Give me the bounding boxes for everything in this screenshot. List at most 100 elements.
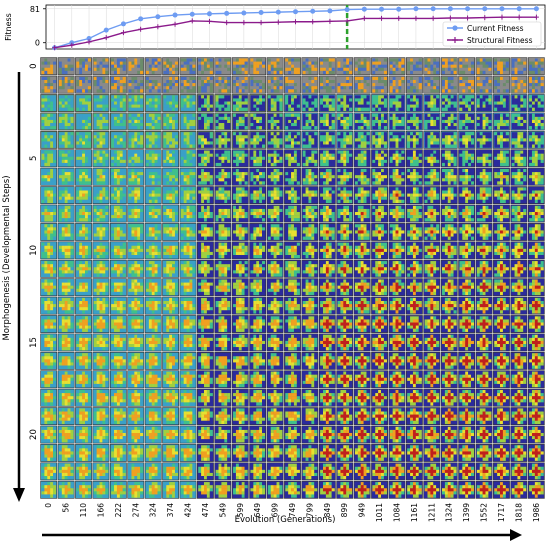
cell-pixel	[271, 105, 274, 108]
cell-pixel	[500, 154, 503, 157]
cell-pixel	[94, 163, 97, 166]
cell-pixel	[294, 120, 297, 123]
cell-pixel	[523, 135, 526, 138]
cell-pixel	[427, 86, 430, 89]
cell-pixel	[285, 163, 288, 166]
cell-pixel	[120, 157, 123, 160]
cell-pixel	[500, 68, 503, 71]
cell-pixel	[427, 108, 430, 111]
cell-pixel	[268, 59, 271, 62]
cell-pixel	[256, 141, 259, 144]
cell-pixel	[233, 62, 236, 65]
cell-pixel	[285, 77, 288, 80]
cell-pixel	[100, 86, 103, 89]
cell-pixel	[366, 135, 369, 138]
cell-pixel	[117, 132, 120, 135]
cell-pixel	[517, 132, 520, 135]
structural-fitness-point	[431, 16, 436, 21]
cell-pixel	[346, 71, 349, 74]
cell-pixel	[512, 145, 515, 148]
cell-pixel	[114, 86, 117, 89]
cell-pixel	[42, 117, 45, 120]
cell-pixel	[355, 59, 358, 62]
cell-pixel	[79, 135, 82, 138]
cell-pixel	[94, 102, 97, 105]
cell-pixel	[468, 83, 471, 86]
cell-pixel	[47, 108, 50, 111]
cell-pixel	[512, 160, 515, 163]
cell-pixel	[85, 145, 88, 148]
cell-pixel	[291, 126, 294, 129]
cell-pixel	[375, 145, 378, 148]
cell-pixel	[529, 154, 532, 157]
cell-pixel	[326, 86, 329, 89]
cell-pixel	[123, 181, 126, 184]
cell-pixel	[219, 102, 222, 105]
cell-pixel	[134, 160, 137, 163]
cell-pixel	[245, 89, 248, 92]
cell-pixel	[50, 123, 53, 126]
cell-pixel	[506, 65, 509, 68]
cell-pixel	[442, 135, 445, 138]
cell-pixel	[520, 117, 523, 120]
cell-pixel	[268, 126, 271, 129]
cell-pixel	[62, 108, 65, 111]
cell-pixel	[532, 160, 535, 163]
cell-pixel	[207, 114, 210, 117]
cell-pixel	[483, 80, 486, 83]
cell-pixel	[201, 83, 204, 86]
cell-pixel	[82, 141, 85, 144]
cell-pixel	[221, 80, 224, 83]
cell-pixel	[175, 71, 178, 74]
cell-pixel	[390, 157, 393, 160]
cell-pixel	[233, 65, 236, 68]
cell-pixel	[480, 157, 483, 160]
cell-pixel	[413, 68, 416, 71]
cell-pixel	[216, 86, 219, 89]
cell-pixel	[500, 98, 503, 101]
cell-pixel	[42, 160, 45, 163]
cell-pixel	[465, 98, 468, 101]
cell-pixel	[308, 98, 311, 101]
structural-fitness-point	[241, 20, 246, 25]
cell-pixel	[416, 132, 419, 135]
cell-pixel	[445, 157, 448, 160]
cell-pixel	[303, 135, 306, 138]
cell-pixel	[146, 105, 149, 108]
cell-pixel	[384, 102, 387, 105]
cell-pixel	[256, 95, 259, 98]
cell-pixel	[407, 117, 410, 120]
cell-pixel	[436, 80, 439, 83]
current-fitness-point	[138, 16, 143, 21]
grid-cell	[197, 113, 213, 130]
cell-pixel	[480, 86, 483, 89]
cell-pixel	[326, 154, 329, 157]
cell-pixel	[398, 71, 401, 74]
cell-pixel	[256, 145, 259, 148]
cell-pixel	[137, 71, 140, 74]
cell-pixel	[419, 86, 422, 89]
cell-pixel	[303, 102, 306, 105]
cell-pixel	[111, 172, 114, 175]
grid-cell	[459, 131, 475, 148]
cell-pixel	[158, 169, 161, 172]
cell-pixel	[541, 117, 544, 120]
cell-pixel	[245, 135, 248, 138]
cell-pixel	[44, 123, 47, 126]
cell-pixel	[494, 163, 497, 166]
cell-pixel	[70, 59, 73, 62]
cell-pixel	[311, 83, 314, 86]
cell-pixel	[454, 160, 457, 163]
cell-pixel	[366, 163, 369, 166]
cell-pixel	[349, 62, 352, 65]
cell-pixel	[102, 68, 105, 71]
cell-pixel	[274, 157, 277, 160]
cell-pixel	[445, 89, 448, 92]
cell-pixel	[436, 126, 439, 129]
current-fitness-point	[173, 13, 178, 18]
cell-pixel	[131, 62, 134, 65]
cell-pixel	[323, 160, 326, 163]
cell-pixel	[184, 151, 187, 154]
cell-pixel	[88, 89, 91, 92]
cell-pixel	[94, 105, 97, 108]
